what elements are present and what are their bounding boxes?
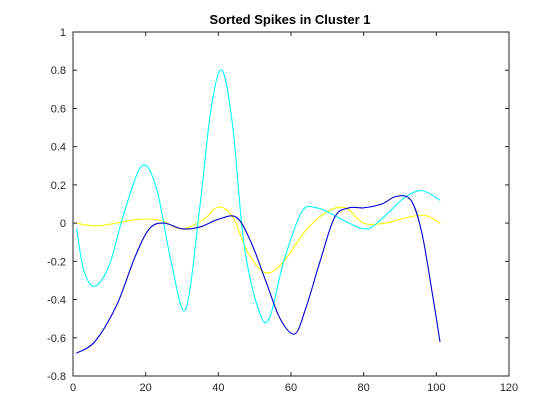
plot-area [73,32,509,376]
y-tick-label: 0.2 [51,180,66,192]
series-line-1 [76,206,441,274]
series-layer [76,69,441,354]
y-tick-label: -0.4 [47,295,66,307]
y-tick-label: -0.6 [47,333,66,345]
series-line-2 [76,69,441,324]
chart-title: Sorted Spikes in Cluster 1 [209,12,370,27]
y-tick-label: -0.8 [47,371,66,383]
x-tick-label: 80 [358,382,370,394]
x-tick-label: 60 [285,382,297,394]
x-tick-label: 40 [212,382,224,394]
series-line-3 [76,195,441,354]
y-tick-label: 0 [60,218,66,230]
plot-background [73,32,509,376]
x-tick-label: 100 [427,382,445,394]
y-tick-label: 0.6 [51,103,66,115]
x-tick-label: 20 [140,382,152,394]
y-tick-label: 1 [60,27,66,39]
x-tick-label: 0 [70,382,76,394]
x-tick-label: 120 [500,382,518,394]
y-tick-label: -0.2 [47,256,66,268]
axes-layer: 0 20 40 60 80 100 120 -0.8 -0.6 -0.4 -0.2 0 0.2 0.4 0.… [47,27,518,394]
y-tick-label: 0.4 [51,142,66,154]
y-tick-label: 0.8 [51,65,66,77]
